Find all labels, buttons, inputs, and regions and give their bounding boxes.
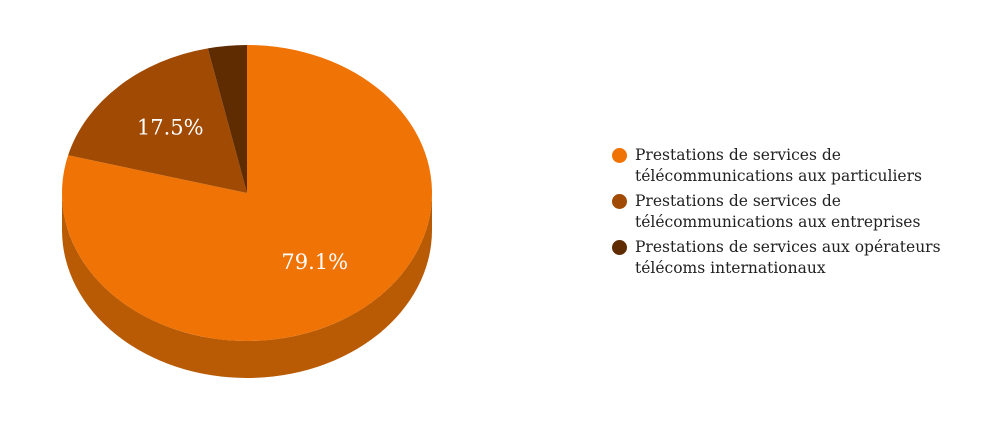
legend-item-entreprises[interactable]: Prestations de services de télécommunica… [612,191,972,233]
legend-label: Prestations de services aux opérateurs t… [635,238,941,277]
legend-dot-entreprises [612,194,627,209]
legend-item-operateurs[interactable]: Prestations de services aux opérateurs t… [612,237,972,279]
pie-chart: 79.1% 17.5% [61,45,433,378]
legend-label: Prestations de services de télécommunica… [635,146,922,185]
pie-slice-2[interactable] [207,45,247,193]
pie-slice-labels: 79.1% 17.5% [137,115,348,273]
pie-side-walls [62,193,432,378]
slice-label-1: 17.5% [137,115,204,139]
slice-label-0: 79.1% [281,250,348,274]
pie-slice-1[interactable] [68,48,247,193]
pie-top-faces [61,45,433,341]
pie-side-0 [62,193,432,378]
legend-dot-operateurs [612,240,627,255]
chart-legend: Prestations de services de télécommunica… [612,145,972,283]
legend-item-particuliers[interactable]: Prestations de services de télécommunica… [612,145,972,187]
legend-dot-particuliers [612,148,627,163]
legend-label: Prestations de services de télécommunica… [635,192,921,231]
pie-slice-0[interactable] [61,45,433,341]
